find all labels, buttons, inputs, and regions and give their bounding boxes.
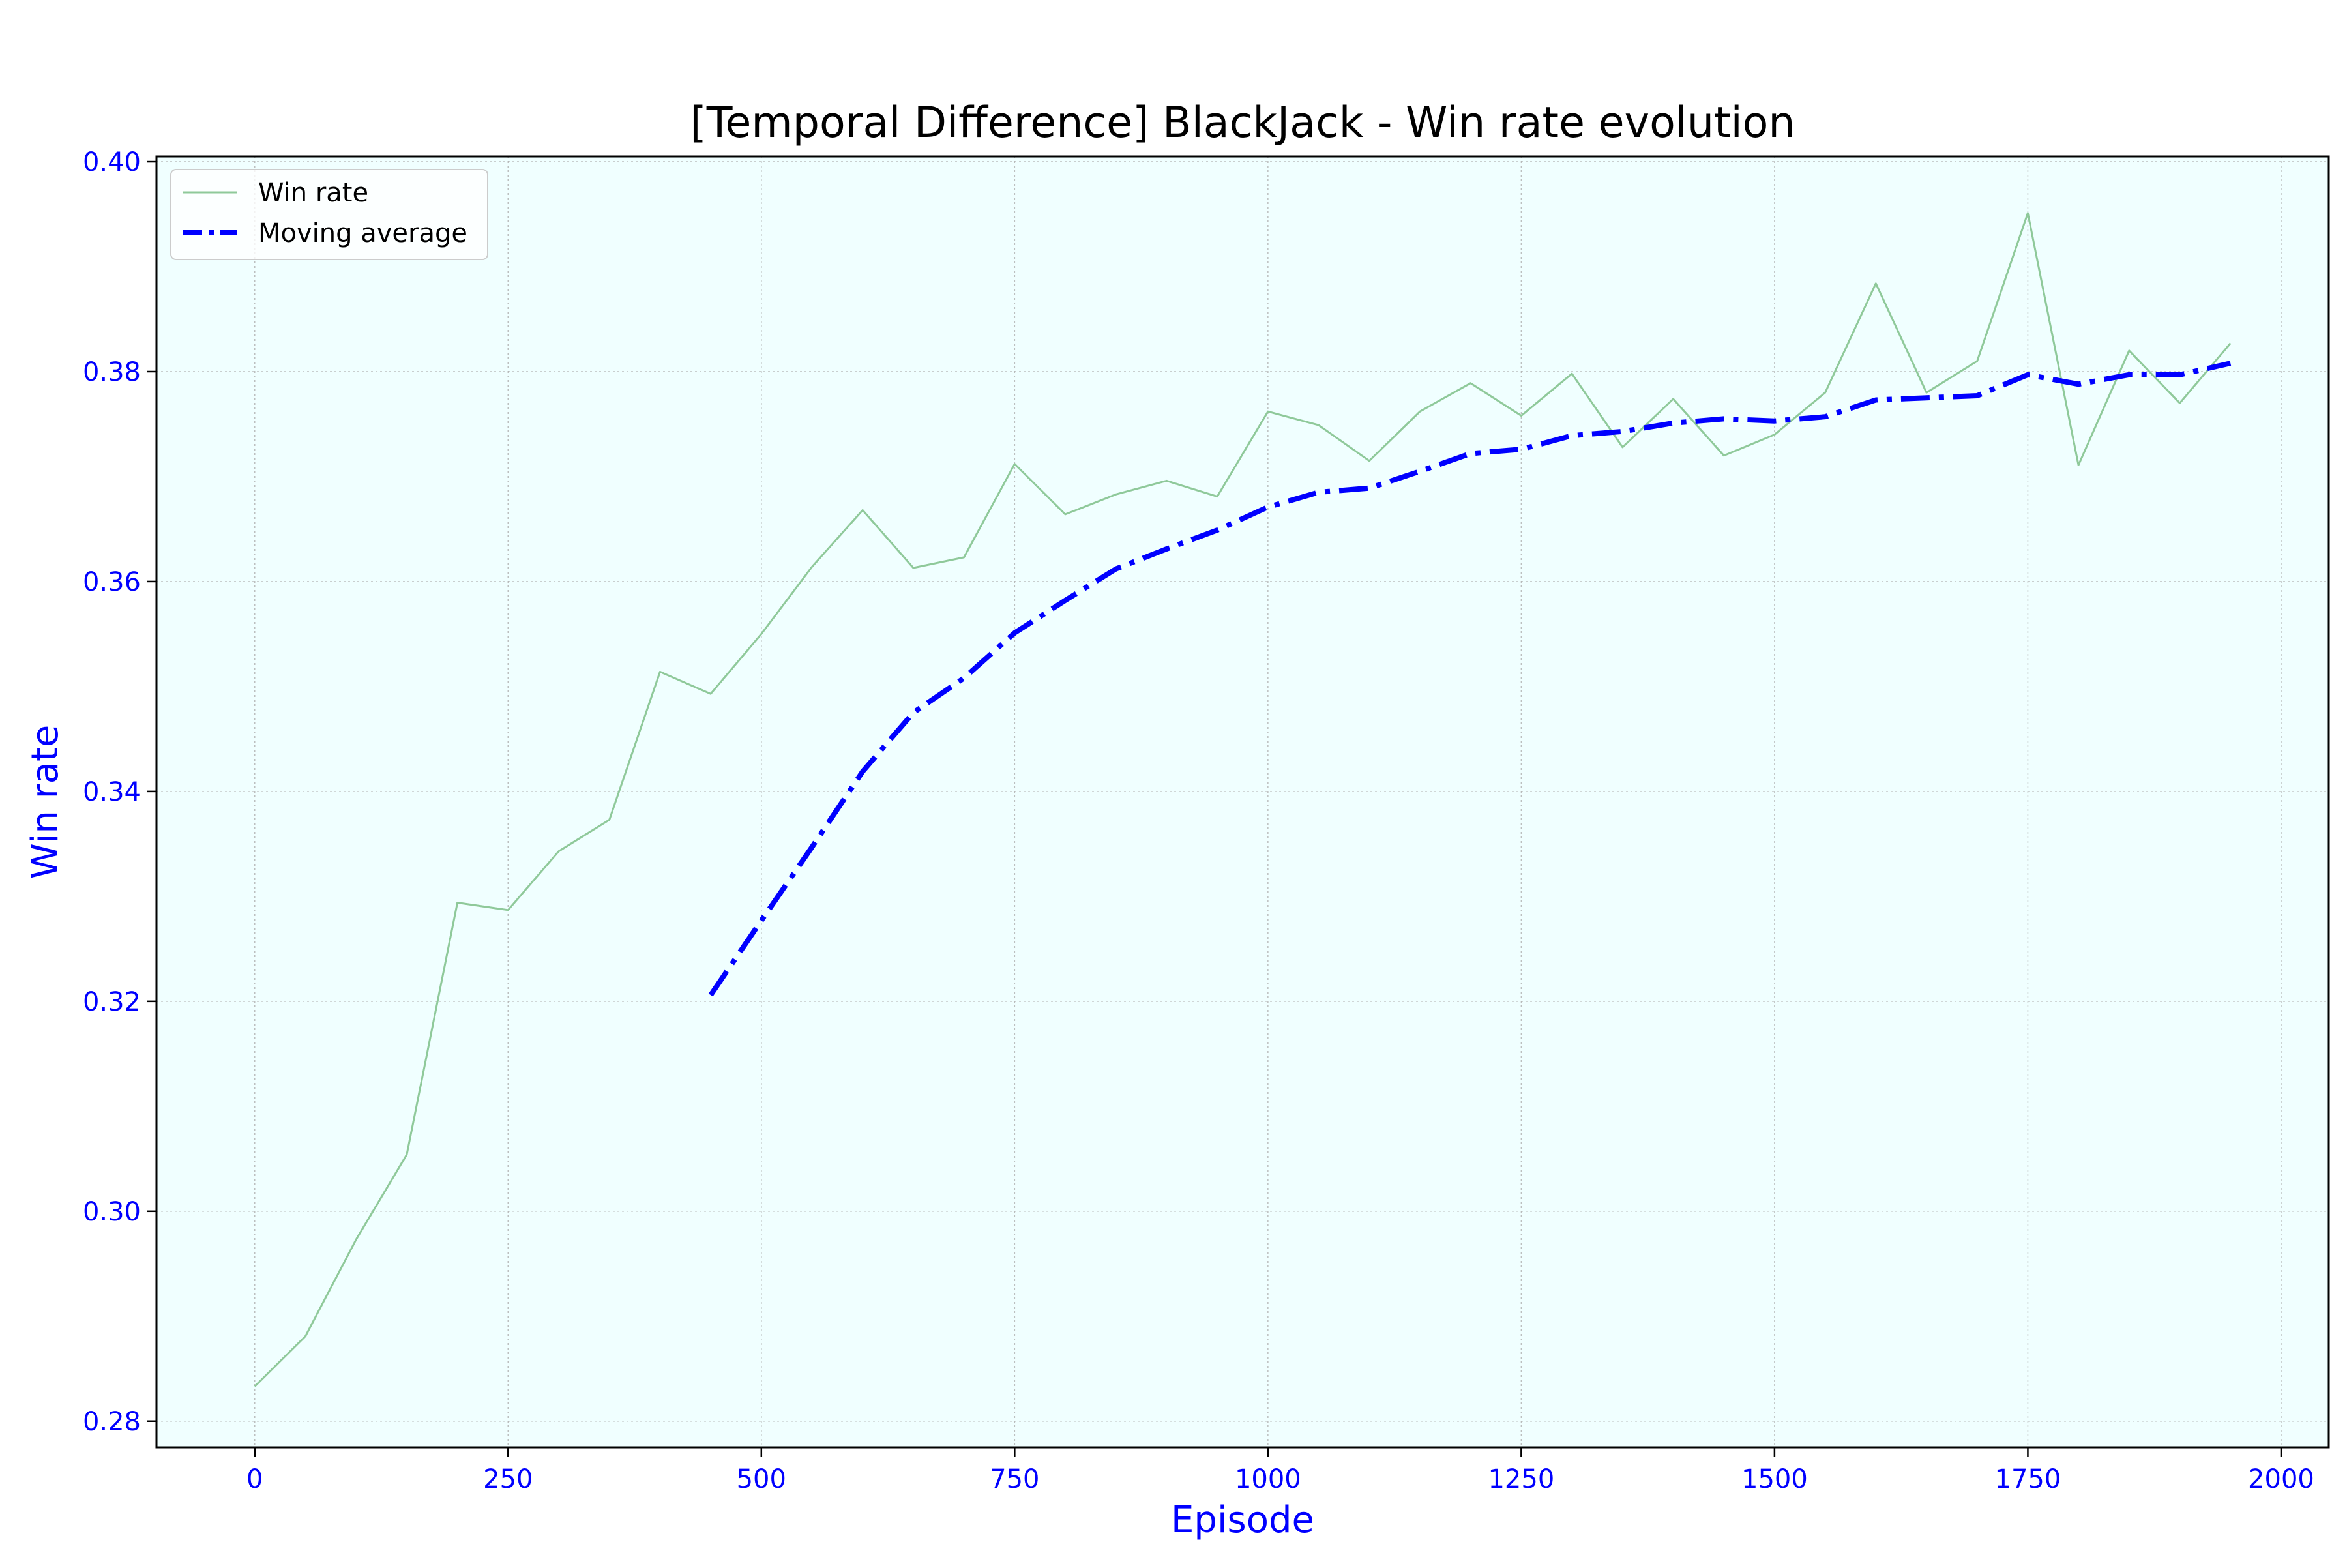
y-tick-label: 0.32 xyxy=(83,987,141,1017)
grid-lines xyxy=(156,156,2329,1447)
x-tick-label: 750 xyxy=(990,1464,1039,1494)
x-tick-label: 1750 xyxy=(1995,1464,2061,1494)
y-tick-label: 0.34 xyxy=(83,777,141,807)
plot-frame xyxy=(155,155,2330,1449)
legend: Win rate Moving average xyxy=(170,169,488,260)
y-tick-label: 0.36 xyxy=(83,567,141,597)
legend-box xyxy=(170,169,488,260)
x-tick-label: 1250 xyxy=(1488,1464,1554,1494)
x-tick-label: 1500 xyxy=(1741,1464,1808,1494)
y-tick-label: 0.38 xyxy=(83,357,141,387)
x-tick-label: 2000 xyxy=(2248,1464,2314,1494)
x-tick-label: 0 xyxy=(246,1464,263,1494)
y-tick-label: 0.28 xyxy=(83,1407,141,1437)
plot-background xyxy=(156,156,2329,1447)
series-line-moving-average xyxy=(708,361,2232,997)
x-tick-label: 500 xyxy=(737,1464,786,1494)
series-layer xyxy=(254,212,2232,1387)
x-tick-label: 250 xyxy=(483,1464,533,1494)
legend-label-moving-average: Moving average xyxy=(258,218,467,248)
x-tick-label: 1000 xyxy=(1235,1464,1301,1494)
y-axis-label: Win rate xyxy=(24,725,66,880)
y-tick-label: 0.30 xyxy=(83,1197,141,1227)
y-tick-label: 0.40 xyxy=(83,147,141,177)
chart-title: [Temporal Difference] BlackJack - Win ra… xyxy=(690,98,1795,147)
x-axis-label: Episode xyxy=(1171,1499,1314,1541)
legend-label-win-rate: Win rate xyxy=(258,178,368,208)
series-line-win-rate xyxy=(254,212,2232,1387)
axis-ticks: 0 250 500 750 1000 1250 1500 1750 2000 0.28 0.30 0.… xyxy=(83,147,2314,1494)
